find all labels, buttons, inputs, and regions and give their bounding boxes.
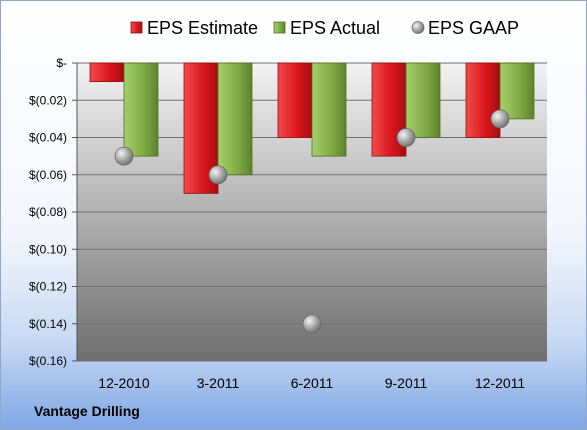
gaap-markers: [114, 109, 510, 334]
y-tick-label: $(0.06): [29, 168, 67, 182]
x-axis: 12-2010 3-2011 6-2011 9-2011 12-2011: [98, 375, 525, 391]
y-tick-label: $(0.02): [29, 93, 67, 107]
marker-eps-gaap: [396, 128, 416, 147]
x-tick-label: 9-2011: [385, 375, 428, 391]
bar-eps-actual: [499, 62, 535, 120]
bar-eps-actual: [217, 62, 253, 176]
marker-eps-gaap: [114, 146, 134, 166]
legend-label: EPS Estimate: [147, 18, 258, 38]
legend-swatch: [130, 21, 143, 34]
bar-eps-actual: [123, 62, 159, 157]
bar-eps-estimate: [277, 62, 313, 138]
y-tick-label: $(0.16): [29, 354, 67, 368]
y-tick-label: $(0.10): [29, 242, 67, 256]
y-axis: $- $(0.02) $(0.04) $(0.06) $(0.08) $(0.10) $(0…: [29, 56, 78, 368]
company-label: Vantage Drilling: [34, 403, 140, 419]
bar-eps-actual: [311, 62, 347, 157]
y-tick-label: $(0.12): [29, 280, 67, 294]
legend-swatch: [411, 21, 425, 34]
legend-label: EPS Actual: [290, 18, 380, 38]
bars: [89, 62, 535, 194]
legend-label: EPS GAAP: [428, 18, 519, 38]
y-tick-label: $(0.08): [29, 205, 67, 219]
legend: EPS Estimate EPS Actual EPS GAAP: [130, 18, 519, 38]
x-tick-label: 3-2011: [197, 375, 240, 391]
x-tick-label: 12-2011: [475, 375, 526, 391]
y-tick-label: $(0.14): [29, 317, 67, 331]
marker-eps-gaap: [302, 314, 322, 334]
x-tick-label: 6-2011: [291, 375, 334, 391]
marker-eps-gaap: [208, 165, 228, 185]
bar-eps-estimate: [89, 62, 125, 83]
x-tick-label: 12-2010: [98, 375, 150, 391]
y-tick-label: $(0.04): [29, 131, 67, 145]
y-tick-label: $-: [56, 56, 67, 70]
marker-eps-gaap: [490, 109, 510, 129]
bar-eps-actual: [405, 62, 441, 138]
legend-swatch: [273, 21, 286, 34]
